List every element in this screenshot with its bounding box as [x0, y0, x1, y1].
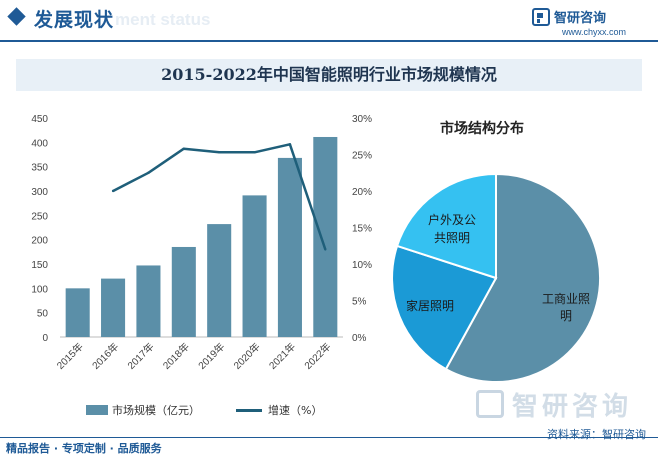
chart-title-banner: 2015-2022年中国智能照明行业市场规模情况 [16, 59, 642, 91]
x-tick-label: 2020年 [231, 340, 263, 372]
x-tick-label: 2015年 [54, 340, 86, 372]
legend: 市场规模（亿元） 增速（%） [86, 402, 386, 418]
chart-title: 2015-2022年中国智能照明行业市场规模情况 [161, 65, 497, 84]
bar [171, 246, 196, 337]
y-right-tick-label: 0% [352, 333, 367, 344]
y-right-tick-label: 25% [352, 151, 372, 162]
legend-line-swatch [236, 409, 262, 412]
data-source: 资料来源：智研咨询 [547, 428, 646, 441]
x-tick-label: 2017年 [125, 340, 157, 372]
y-left-tick-label: 200 [31, 236, 48, 247]
pie-slice [395, 172, 497, 280]
pie-slice [444, 172, 602, 383]
legend-bar-swatch [86, 405, 108, 415]
y-left-tick-label: 450 [31, 114, 48, 125]
y-left-tick-label: 400 [31, 138, 48, 149]
pie-label-commercial-cont: 明 [560, 309, 572, 323]
header-watermark: ment status [115, 10, 211, 29]
legend-bar-label: 市场规模（亿元） [112, 404, 200, 417]
footer-divider [0, 437, 658, 438]
bar [65, 288, 90, 337]
pie-title: 市场结构分布 [440, 121, 524, 137]
y-right-tick-label: 10% [352, 260, 372, 271]
y-left-tick-label: 150 [31, 260, 48, 271]
pie-label-commercial: 工商业照 [542, 291, 590, 306]
pie-label-outdoor-cont: 共照明 [434, 231, 470, 245]
x-tick-label: 2019年 [195, 340, 227, 372]
header: ment status 发展现状 智研咨询 www.chyxx.com [0, 0, 658, 44]
bar [136, 265, 161, 337]
brand: 智研咨询 www.chyxx.com [532, 6, 642, 40]
y-left-tick-label: 100 [31, 284, 48, 295]
y-left-tick-label: 0 [42, 333, 48, 344]
growth-point [182, 147, 186, 150]
watermark: 智研咨询 [476, 386, 646, 426]
growth-point [324, 248, 327, 251]
watermark-logo-icon [476, 390, 504, 418]
x-tick-label: 2018年 [160, 340, 192, 372]
y-right-tick-label: 30% [352, 114, 372, 125]
bar [101, 278, 126, 337]
legend-line-label: 增速（%） [268, 404, 323, 417]
growth-point [253, 151, 256, 154]
diamond-icon [7, 7, 26, 26]
x-tick-label: 2022年 [301, 340, 333, 372]
footer-slogan: 精品报告 · 专项定制 · 品质服务 [6, 442, 162, 455]
growth-point [111, 189, 115, 193]
x-tick-label: 2021年 [266, 340, 298, 372]
pie-slice [391, 244, 498, 371]
watermark-text: 智研咨询 [512, 392, 633, 422]
bar [242, 195, 267, 337]
brand-url: www.chyxx.com [562, 27, 627, 37]
section-title: 发展现状 [34, 9, 115, 31]
growth-point [217, 151, 221, 154]
y-left-tick-label: 300 [31, 187, 48, 198]
bar [207, 224, 232, 337]
growth-point [288, 143, 292, 146]
bar [313, 136, 338, 337]
brand-logo-icon [532, 8, 550, 26]
growth-point [147, 171, 150, 174]
charts-canvas: 0 50 100 150 200 250 300 350 400 450 0% 5% 10% 15% 20%… [31, 114, 602, 383]
y-right-tick-label: 15% [352, 224, 372, 235]
header-divider [0, 40, 658, 42]
bar [277, 157, 302, 337]
y-right-tick-label: 20% [352, 187, 372, 198]
pie-label-outdoor: 户外及公 [428, 212, 476, 227]
y-left-tick-label: 50 [37, 309, 49, 320]
x-tick-label: 2016年 [89, 340, 121, 372]
pie-label-home: 家居照明 [406, 298, 454, 313]
y-left-tick-label: 350 [31, 163, 48, 174]
brand-name: 智研咨询 [554, 11, 607, 26]
y-left-tick-label: 250 [31, 211, 48, 222]
y-right-tick-label: 5% [352, 297, 367, 308]
